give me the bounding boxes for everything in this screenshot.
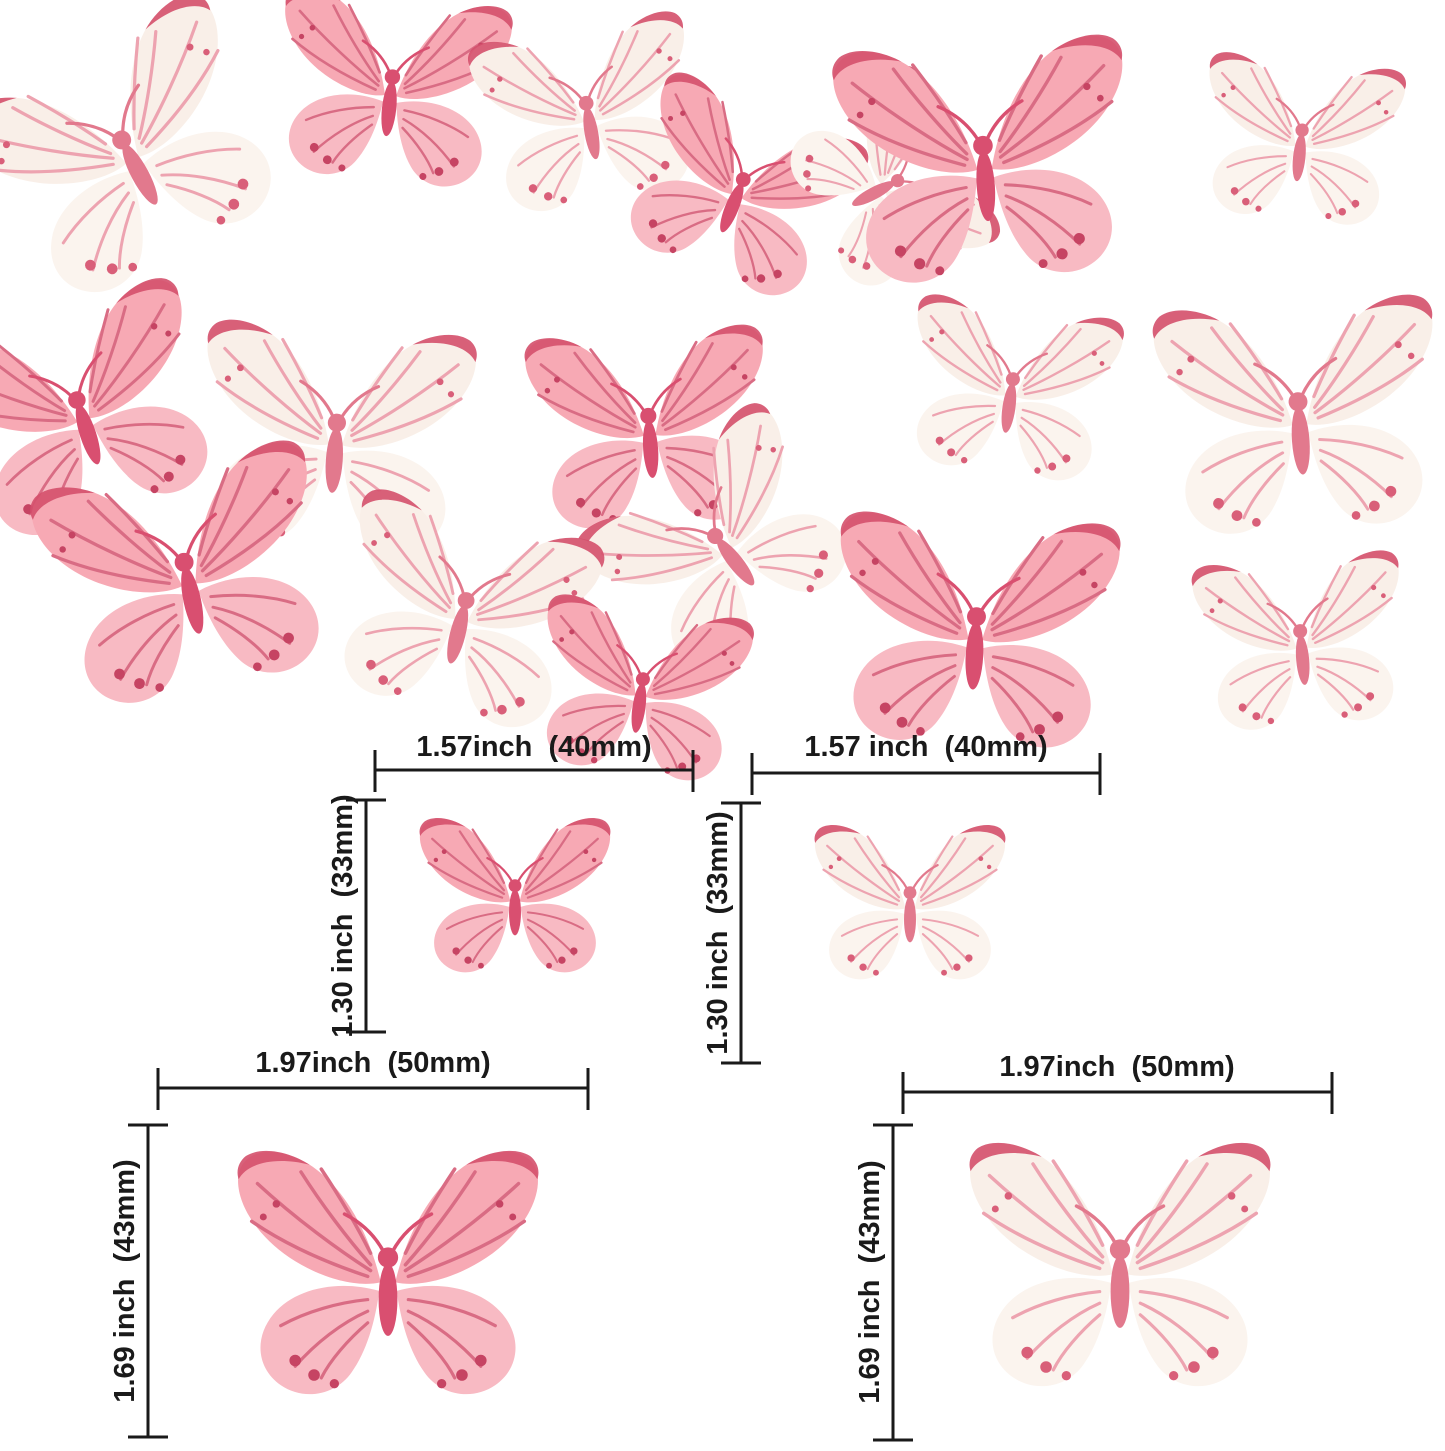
diagram-butterfly-small-cream <box>815 825 1006 979</box>
diagram-butterfly-large-pink <box>238 1151 539 1394</box>
butterfly-grid <box>830 33 1445 751</box>
grid-butterfly <box>1190 549 1411 734</box>
diagram-butterfly-large-cream <box>970 1143 1271 1386</box>
height-label: 1.30 inch (33mm) <box>702 811 734 1054</box>
size-diagram-small-cream: 1.57 inch (40mm) 1.30 inch (33mm) <box>702 731 1102 1065</box>
height-dimension-line <box>346 798 386 1034</box>
pile-butterfly <box>0 0 305 318</box>
grid-butterfly <box>1151 293 1445 538</box>
grid-butterfly <box>830 510 1122 751</box>
size-diagram-small-pink: 1.57inch (40mm) 1.30 inch (33mm) <box>327 731 695 1038</box>
height-label: 1.69 inch (43mm) <box>109 1159 141 1402</box>
height-dimension-line <box>721 801 761 1065</box>
height-label: 1.69 inch (43mm) <box>854 1160 886 1403</box>
width-label: 1.57inch (40mm) <box>416 731 651 763</box>
width-dimension-line <box>750 753 1102 795</box>
width-label: 1.97inch (50mm) <box>255 1047 490 1079</box>
width-label: 1.97inch (50mm) <box>999 1051 1234 1083</box>
width-dimension-line <box>901 1072 1334 1114</box>
grid-butterfly <box>1195 50 1408 229</box>
pile-butterfly <box>268 0 514 192</box>
width-dimension-line <box>156 1068 590 1110</box>
height-dimension-line <box>128 1123 168 1439</box>
height-label: 1.30 inch (33mm) <box>327 794 359 1037</box>
diagram-butterfly-small-pink <box>420 818 611 972</box>
height-dimension-line <box>873 1123 913 1442</box>
grid-butterfly <box>897 292 1126 487</box>
size-diagram-large-cream: 1.97inch (50mm) 1.69 inch (43mm) <box>854 1051 1334 1442</box>
width-dimension-line <box>373 750 695 792</box>
size-diagram-large-pink: 1.97inch (50mm) 1.69 inch (43mm) <box>109 1047 590 1439</box>
width-label: 1.57 inch (40mm) <box>804 731 1047 763</box>
